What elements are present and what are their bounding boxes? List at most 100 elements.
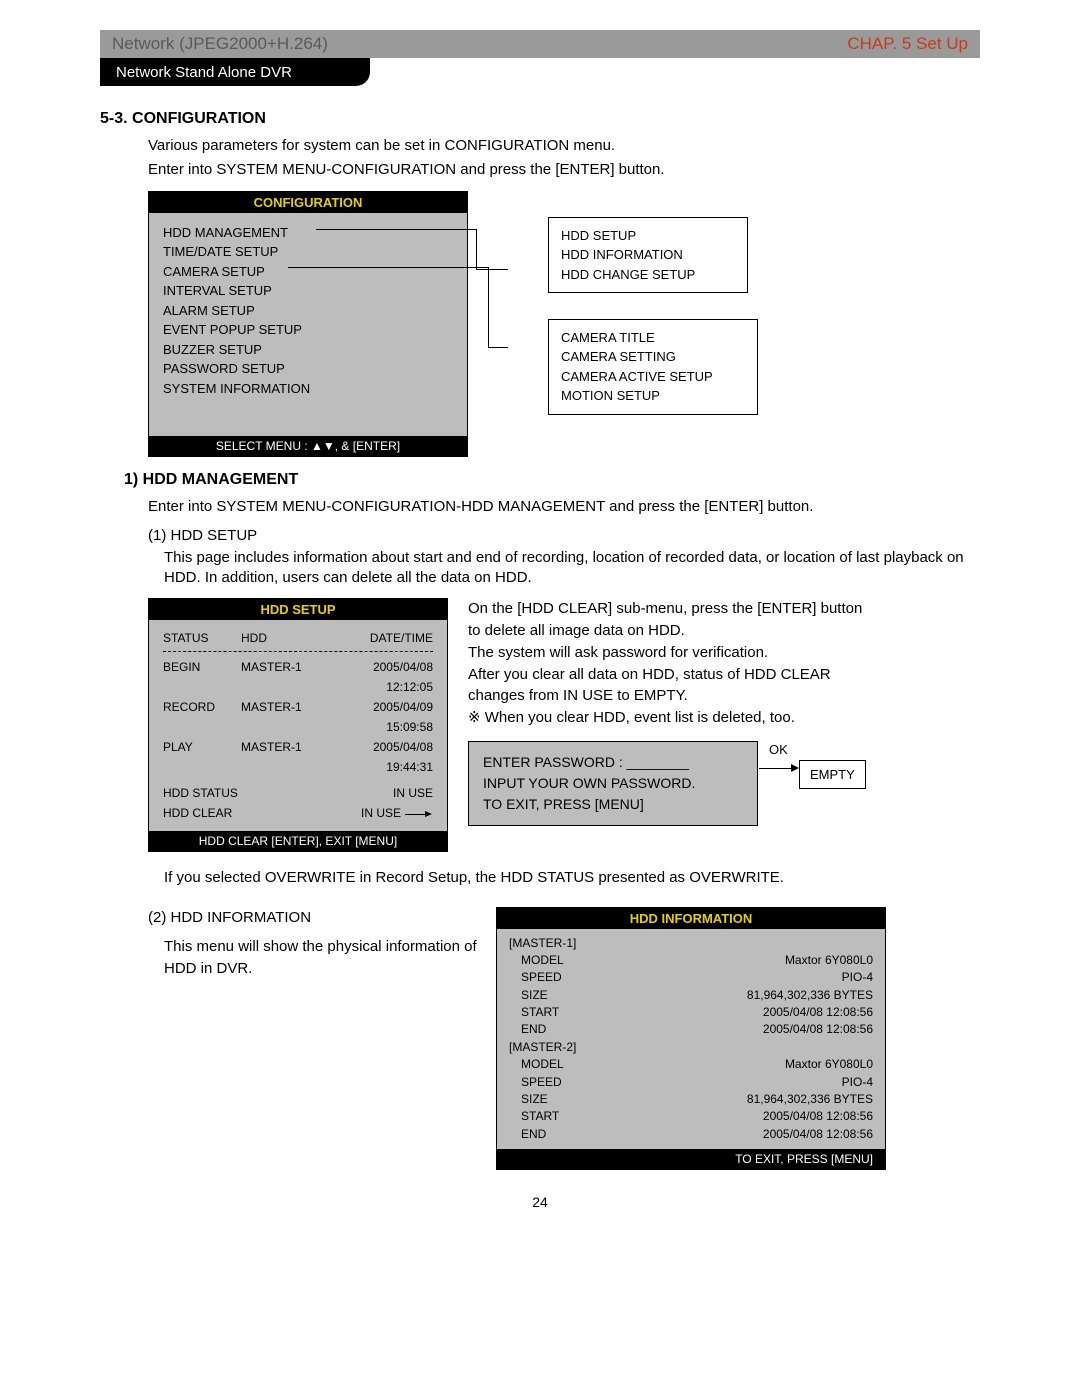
arrow-right-icon xyxy=(759,768,799,769)
cfg-item: TIME/DATE SETUP xyxy=(163,242,453,262)
hdd-table: STATUS HDD DATE/TIME BEGIN MASTER-1 2005… xyxy=(161,628,435,823)
info-l: SPEED xyxy=(521,969,562,986)
side-item: CAMERA SETTING xyxy=(561,347,745,367)
section-p1: Various parameters for system can be set… xyxy=(148,136,980,156)
header-right: CHAP. 5 Set Up xyxy=(847,34,968,54)
hdd-cell: BEGIN xyxy=(161,657,239,677)
section-title: 5-3. CONFIGURATION xyxy=(100,110,980,128)
info-r: 2005/04/08 12:08:56 xyxy=(763,1108,873,1125)
pw-l2: INPUT YOUR OWN PASSWORD. xyxy=(483,773,743,794)
info-r: PIO-4 xyxy=(842,1074,873,1091)
connector-line xyxy=(288,267,488,268)
hdd-cell: MASTER-1 xyxy=(239,697,329,717)
config-menu-title: CONFIGURATION xyxy=(149,192,467,213)
side-item: HDD CHANGE SETUP xyxy=(561,265,735,285)
hdd-cell: 19:44:31 xyxy=(329,757,435,777)
hdd-setup-foot: HDD CLEAR [ENTER], EXIT [MENU] xyxy=(149,831,447,851)
hdd-setup-box: HDD SETUP STATUS HDD DATE/TIME BEGIN MAS… xyxy=(148,598,448,852)
hdd-cell: RECORD xyxy=(161,697,239,717)
hdd-info-body: [MASTER-1] MODEL Maxtor 6Y080L0 SPEED PIO-… xyxy=(497,929,885,1150)
side-item: HDD INFORMATION xyxy=(561,245,735,265)
empty-box: EMPTY xyxy=(799,760,866,790)
header-bar: Network (JPEG2000+H.264) CHAP. 5 Set Up xyxy=(100,30,980,58)
hdd-info-left: (2) HDD INFORMATION This menu will show … xyxy=(148,907,488,980)
section-p2: Enter into SYSTEM MENU-CONFIGURATION and… xyxy=(148,160,980,180)
info-l: SIZE xyxy=(521,1091,548,1108)
hdd-setup-box-title: HDD SETUP xyxy=(149,599,447,620)
rt-l2: The system will ask password for verific… xyxy=(468,642,878,664)
master1-label: [MASTER-1] xyxy=(509,935,873,952)
cfg-item: EVENT POPUP SETUP xyxy=(163,320,453,340)
rt-l4: ※ When you clear HDD, event list is dele… xyxy=(468,707,878,729)
page-number: 24 xyxy=(100,1194,980,1210)
hdd-setup-p: This page includes information about sta… xyxy=(164,548,980,589)
info-r: 2005/04/08 12:08:56 xyxy=(763,1021,873,1038)
hdd-submenu-box: HDD SETUP HDD INFORMATION HDD CHANGE SET… xyxy=(548,217,748,294)
pw-l1: ENTER PASSWORD : ________ xyxy=(483,752,743,773)
hdd-col: HDD xyxy=(239,628,329,648)
info-l: END xyxy=(521,1021,546,1038)
hdd-cell: MASTER-1 xyxy=(239,657,329,677)
connector-line xyxy=(488,267,489,347)
hdd-col: STATUS xyxy=(161,628,239,648)
hdd-info-title: (2) HDD INFORMATION xyxy=(148,907,488,929)
camera-submenu-box: CAMERA TITLE CAMERA SETTING CAMERA ACTIV… xyxy=(548,319,758,415)
cfg-item: HDD MANAGEMENT xyxy=(163,223,453,243)
hdd-info-p: This menu will show the physical informa… xyxy=(148,936,488,980)
info-l: MODEL xyxy=(521,952,564,969)
header-left: Network (JPEG2000+H.264) xyxy=(112,34,328,54)
info-l: MODEL xyxy=(521,1056,564,1073)
info-r: Maxtor 6Y080L0 xyxy=(785,1056,873,1073)
rt-l1: On the [HDD CLEAR] sub-menu, press the [… xyxy=(468,598,878,642)
hdd-cell: 2005/04/09 xyxy=(329,697,435,717)
hdd-clear-val: IN USE xyxy=(361,806,401,820)
connector-line xyxy=(476,229,477,269)
hdd-cell: 2005/04/08 xyxy=(329,657,435,677)
info-l: SPEED xyxy=(521,1074,562,1091)
info-r: 2005/04/08 12:08:56 xyxy=(763,1004,873,1021)
config-menu-foot: SELECT MENU : ▲▼, & [ENTER] xyxy=(149,436,467,456)
hdd-setup-title: (1) HDD SETUP xyxy=(148,527,980,544)
rt-l3: After you clear all data on HDD, status … xyxy=(468,664,878,708)
hdd-info-row: (2) HDD INFORMATION This menu will show … xyxy=(148,907,980,1171)
hdd-col: DATE/TIME xyxy=(329,628,435,648)
info-l: START xyxy=(521,1108,559,1125)
arrow-right-icon xyxy=(405,814,433,815)
header: Network (JPEG2000+H.264) CHAP. 5 Set Up … xyxy=(100,30,980,86)
connector-line xyxy=(316,229,476,230)
info-r: 81,964,302,336 BYTES xyxy=(747,987,873,1004)
hdd-info-box-title: HDD INFORMATION xyxy=(497,908,885,929)
header-sub-text: Network Stand Alone DVR xyxy=(116,64,292,81)
side-item: CAMERA ACTIVE SETUP xyxy=(561,367,745,387)
info-l: END xyxy=(521,1126,546,1143)
hdd-info-box: HDD INFORMATION [MASTER-1] MODEL Maxtor 6… xyxy=(496,907,886,1171)
cfg-item: SYSTEM INFORMATION xyxy=(163,379,453,399)
hdd-cell: 2005/04/08 xyxy=(329,737,435,757)
info-l: START xyxy=(521,1004,559,1021)
info-r: 81,964,302,336 BYTES xyxy=(747,1091,873,1108)
hdd-setup-body: STATUS HDD DATE/TIME BEGIN MASTER-1 2005… xyxy=(149,620,447,831)
hdd-cell: 15:09:58 xyxy=(329,717,435,737)
master2-label: [MASTER-2] xyxy=(509,1039,873,1056)
side-item: CAMERA TITLE xyxy=(561,328,745,348)
info-r: 2005/04/08 12:08:56 xyxy=(763,1126,873,1143)
cfg-item: CAMERA SETUP xyxy=(163,262,453,282)
cfg-item: BUZZER SETUP xyxy=(163,340,453,360)
overwrite-p: If you selected OVERWRITE in Record Setu… xyxy=(164,868,980,888)
config-menu-box: CONFIGURATION HDD MANAGEMENT TIME/DATE S… xyxy=(148,191,468,458)
hdd-cell: 12:12:05 xyxy=(329,677,435,697)
info-r: Maxtor 6Y080L0 xyxy=(785,952,873,969)
config-diagram: CONFIGURATION HDD MANAGEMENT TIME/DATE S… xyxy=(148,191,980,451)
info-r: PIO-4 xyxy=(842,969,873,986)
hdd-mgmt-p: Enter into SYSTEM MENU-CONFIGURATION-HDD… xyxy=(148,497,980,517)
connector-line xyxy=(488,347,508,348)
cfg-item: PASSWORD SETUP xyxy=(163,359,453,379)
hdd-cell: MASTER-1 xyxy=(239,737,329,757)
cfg-item: ALARM SETUP xyxy=(163,301,453,321)
header-sub: Network Stand Alone DVR xyxy=(100,58,370,86)
dash-line xyxy=(163,651,433,652)
password-box: ENTER PASSWORD : ________ INPUT YOUR OWN… xyxy=(468,741,758,826)
hdd-clear-label: HDD CLEAR xyxy=(161,803,329,823)
pw-l3: TO EXIT, PRESS [MENU] xyxy=(483,794,743,815)
connector-line xyxy=(476,269,508,270)
